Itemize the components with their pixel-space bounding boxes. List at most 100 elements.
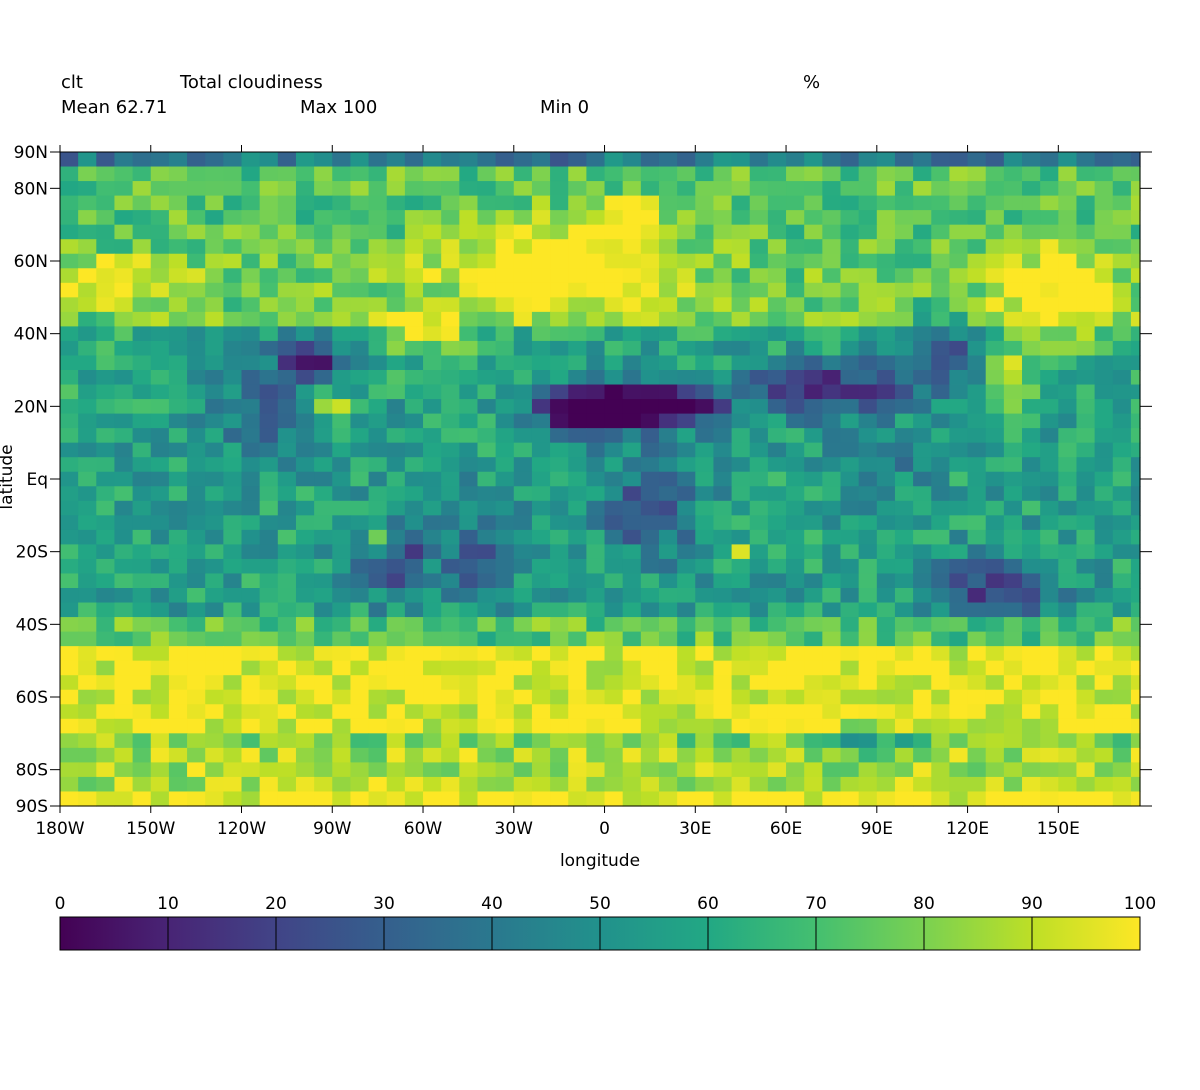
heatmap-cell bbox=[894, 631, 914, 647]
heatmap-cell bbox=[876, 370, 896, 386]
heatmap-cell bbox=[241, 471, 261, 487]
heatmap-cell bbox=[622, 660, 642, 676]
heatmap-cell bbox=[350, 486, 370, 502]
heatmap-cell bbox=[368, 282, 388, 298]
heatmap-cell bbox=[332, 660, 352, 676]
heatmap-cell bbox=[168, 457, 188, 473]
heatmap-cell bbox=[513, 704, 533, 720]
heatmap-cell bbox=[205, 718, 224, 734]
heatmap-cell bbox=[931, 515, 951, 531]
heatmap-cell bbox=[1112, 210, 1132, 226]
heatmap-cell bbox=[913, 428, 932, 444]
heatmap-cell bbox=[731, 413, 751, 429]
heatmap-cell bbox=[223, 718, 243, 734]
heatmap-cell bbox=[894, 588, 914, 604]
heatmap-cell bbox=[822, 573, 842, 589]
heatmap-cell bbox=[931, 253, 951, 269]
y-tick-label: 80S bbox=[16, 761, 48, 781]
heatmap-cell bbox=[786, 747, 805, 763]
heatmap-cell bbox=[550, 471, 569, 487]
heatmap-cell bbox=[1130, 486, 1141, 502]
heatmap-cell bbox=[1040, 224, 1059, 240]
heatmap-cell bbox=[658, 340, 678, 357]
heatmap-cell bbox=[386, 471, 406, 487]
heatmap-cell bbox=[622, 370, 642, 386]
heatmap-cell bbox=[731, 152, 751, 168]
heatmap-cell bbox=[295, 704, 315, 720]
heatmap-cell bbox=[495, 355, 515, 371]
heatmap-cell bbox=[695, 152, 715, 168]
heatmap-cell bbox=[731, 486, 751, 502]
heatmap-cell bbox=[876, 224, 896, 240]
heatmap-cell bbox=[350, 239, 370, 255]
heatmap-cell bbox=[804, 239, 823, 255]
heatmap-cell bbox=[1130, 747, 1141, 763]
heatmap-cell bbox=[150, 471, 170, 487]
heatmap-cell bbox=[640, 718, 660, 734]
heatmap-cell bbox=[658, 704, 678, 720]
heatmap-cell bbox=[205, 486, 224, 502]
heatmap-cell bbox=[350, 355, 370, 371]
heatmap-cell bbox=[1040, 733, 1059, 749]
heatmap-cell bbox=[314, 268, 333, 284]
heatmap-cell bbox=[967, 195, 987, 211]
heatmap-cell bbox=[858, 675, 878, 691]
heatmap-cell bbox=[604, 370, 624, 386]
heatmap-cell bbox=[495, 239, 515, 255]
heatmap-cell bbox=[894, 413, 914, 429]
heatmap-cell bbox=[713, 326, 733, 342]
heatmap-cell bbox=[423, 602, 442, 618]
heatmap-cell bbox=[386, 253, 406, 269]
heatmap-cell bbox=[658, 253, 678, 269]
heatmap-cell bbox=[804, 791, 823, 807]
heatmap-cell bbox=[259, 297, 279, 313]
heatmap-cell bbox=[368, 210, 388, 226]
heatmap-cell bbox=[531, 558, 551, 575]
heatmap-cell bbox=[658, 282, 678, 298]
heatmap-cell bbox=[767, 282, 787, 298]
heatmap-cell bbox=[78, 588, 97, 604]
heatmap-cell bbox=[894, 311, 914, 327]
heatmap-cell bbox=[205, 195, 224, 211]
heatmap-cell bbox=[295, 675, 315, 691]
heatmap-cell bbox=[96, 224, 116, 240]
heatmap-cell bbox=[586, 544, 606, 560]
heatmap-cell bbox=[1058, 762, 1078, 778]
heatmap-cell bbox=[622, 646, 642, 662]
heatmap-cell bbox=[78, 399, 97, 415]
heatmap-cell bbox=[314, 195, 333, 211]
heatmap-cell bbox=[332, 646, 352, 662]
heatmap-cell bbox=[223, 384, 243, 400]
heatmap-cell bbox=[677, 776, 696, 793]
heatmap-cell bbox=[1003, 399, 1023, 415]
heatmap-cell bbox=[132, 747, 152, 763]
heatmap-cell bbox=[205, 617, 224, 633]
heatmap-cell bbox=[1058, 486, 1078, 502]
heatmap-cell bbox=[894, 646, 914, 662]
heatmap-cell bbox=[277, 762, 297, 778]
heatmap-cell bbox=[1112, 689, 1132, 705]
heatmap-cell bbox=[513, 762, 533, 778]
heatmap-cell bbox=[168, 646, 188, 662]
heatmap-cell bbox=[1040, 544, 1059, 560]
heatmap-cell bbox=[332, 675, 352, 691]
heatmap-cell bbox=[132, 529, 152, 545]
heatmap-cell bbox=[78, 442, 97, 458]
heatmap-cell bbox=[60, 704, 79, 720]
heatmap-cell bbox=[78, 457, 97, 473]
heatmap-cell bbox=[1076, 210, 1096, 226]
heatmap-cell bbox=[60, 631, 79, 647]
heatmap-cell bbox=[187, 384, 206, 400]
heatmap-cell bbox=[568, 646, 587, 662]
heatmap-cell bbox=[386, 646, 406, 662]
heatmap-cell bbox=[604, 762, 624, 778]
heatmap-cell bbox=[568, 791, 587, 807]
heatmap-cell bbox=[568, 326, 587, 342]
heatmap-cell bbox=[60, 224, 79, 240]
heatmap-cell bbox=[477, 399, 497, 415]
heatmap-cell bbox=[767, 558, 787, 575]
heatmap-cell bbox=[550, 515, 569, 531]
heatmap-cell bbox=[804, 471, 823, 487]
heatmap-cell bbox=[78, 704, 97, 720]
heatmap-cell bbox=[568, 152, 587, 168]
